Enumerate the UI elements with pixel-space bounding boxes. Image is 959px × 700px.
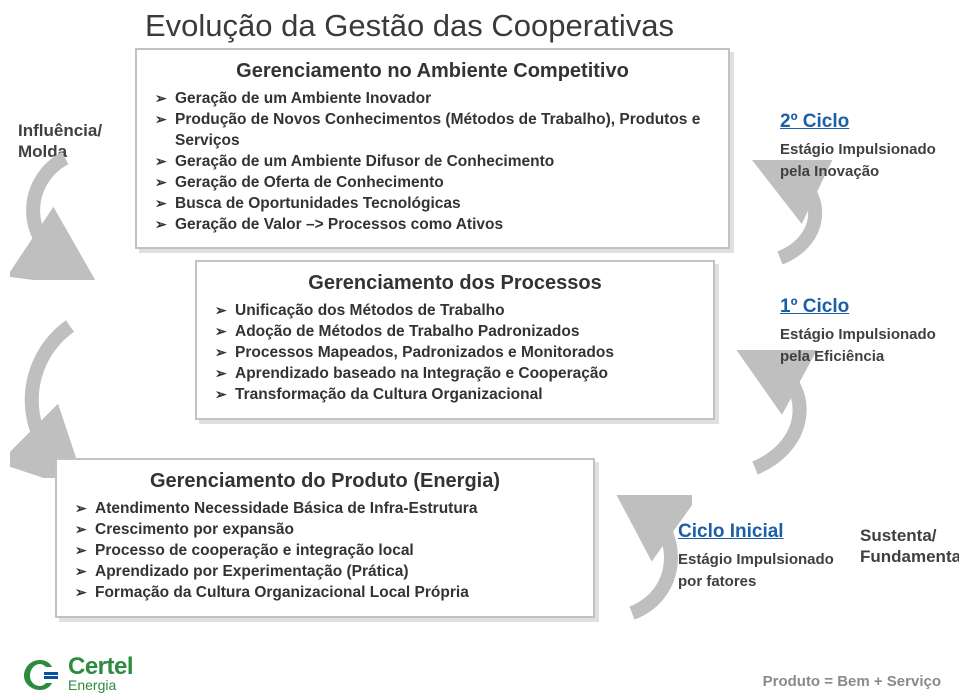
page-title: Evolução da Gestão das Cooperativas [145, 8, 674, 44]
cycle-title: 2º Ciclo [780, 110, 936, 134]
bullet: Formação da Cultura Organizacional Local… [73, 583, 577, 604]
logo-sub: Energia [68, 679, 133, 692]
cycle-by: pela Eficiência [780, 348, 884, 365]
cycle-1-label: 1º Ciclo Estágio Impulsionado pela Efici… [780, 295, 936, 366]
bullet: Geração de um Ambiente Inovador [153, 89, 712, 110]
arrow-right-bottom [592, 495, 692, 625]
card-title: Gerenciamento no Ambiente Competitivo [153, 60, 712, 83]
card-title: Gerenciamento do Produto (Energia) [73, 470, 577, 493]
bullet: Atendimento Necessidade Básica de Infra-… [73, 499, 577, 520]
bullet: Processos Mapeados, Padronizados e Monit… [213, 343, 697, 364]
cycle-title: Ciclo Inicial [678, 520, 834, 544]
arrow-right-mid [700, 350, 830, 480]
cycle-title: 1º Ciclo [780, 295, 936, 319]
card-process-management: Gerenciamento dos Processos Unificação d… [195, 260, 715, 420]
bullet: Processo de cooperação e integração loca… [73, 541, 577, 562]
cycle-2-label: 2º Ciclo Estágio Impulsionado pela Inova… [780, 110, 936, 181]
arrow-left-bottom [10, 318, 140, 478]
cycle-by: por fatores [678, 573, 756, 590]
cycle-stage: Estágio Impulsionado [780, 141, 936, 158]
arrow-left-top [10, 150, 130, 280]
bullet: Geração de Oferta de Conhecimento [153, 173, 712, 194]
card-competitive-environment: Gerenciamento no Ambiente Competitivo Ge… [135, 48, 730, 249]
sustenta-label: Sustenta/Fundamenta [860, 525, 959, 568]
bullet: Crescimento por expansão [73, 520, 577, 541]
logo-icon [18, 656, 62, 692]
cycle-stage: Estágio Impulsionado [780, 326, 936, 343]
logo-main: Certel [68, 656, 133, 679]
card-product-management: Gerenciamento do Produto (Energia) Atend… [55, 458, 595, 618]
bullet: Busca de Oportunidades Tecnológicas [153, 194, 712, 215]
footer-note: Produto = Bem + Serviço [763, 673, 941, 690]
bullet: Aprendizado baseado na Integração e Coop… [213, 364, 697, 385]
left-influence-label: Influência/Molda [18, 120, 102, 163]
bullet: Geração de um Ambiente Difusor de Conhec… [153, 152, 712, 173]
cycle-by: pela Inovação [780, 163, 879, 180]
bullet: Transformação da Cultura Organizacional [213, 385, 697, 406]
cycle-stage: Estágio Impulsionado [678, 551, 834, 568]
bullet: Produção de Novos Conhecimentos (Métodos… [153, 110, 712, 152]
card-title: Gerenciamento dos Processos [213, 272, 697, 295]
bullet: Geração de Valor –> Processos como Ativo… [153, 215, 712, 236]
logo-text: Certel Energia [68, 656, 133, 692]
bullet: Aprendizado por Experimentação (Prática) [73, 562, 577, 583]
cycle-initial-label: Ciclo Inicial Estágio Impulsionado por f… [678, 520, 834, 591]
bullet: Unificação dos Métodos de Trabalho [213, 301, 697, 322]
logo: Certel Energia [18, 656, 133, 692]
bullet: Adoção de Métodos de Trabalho Padronizad… [213, 322, 697, 343]
